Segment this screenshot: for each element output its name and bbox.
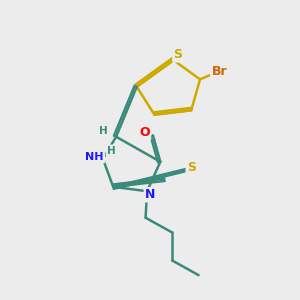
Text: S: S: [173, 48, 182, 62]
Text: H: H: [99, 126, 108, 136]
Text: O: O: [140, 126, 150, 139]
Text: N: N: [145, 188, 155, 201]
Text: S: S: [187, 161, 196, 174]
Text: NH: NH: [85, 152, 104, 162]
Text: H: H: [107, 146, 116, 156]
Text: Br: Br: [212, 65, 227, 79]
